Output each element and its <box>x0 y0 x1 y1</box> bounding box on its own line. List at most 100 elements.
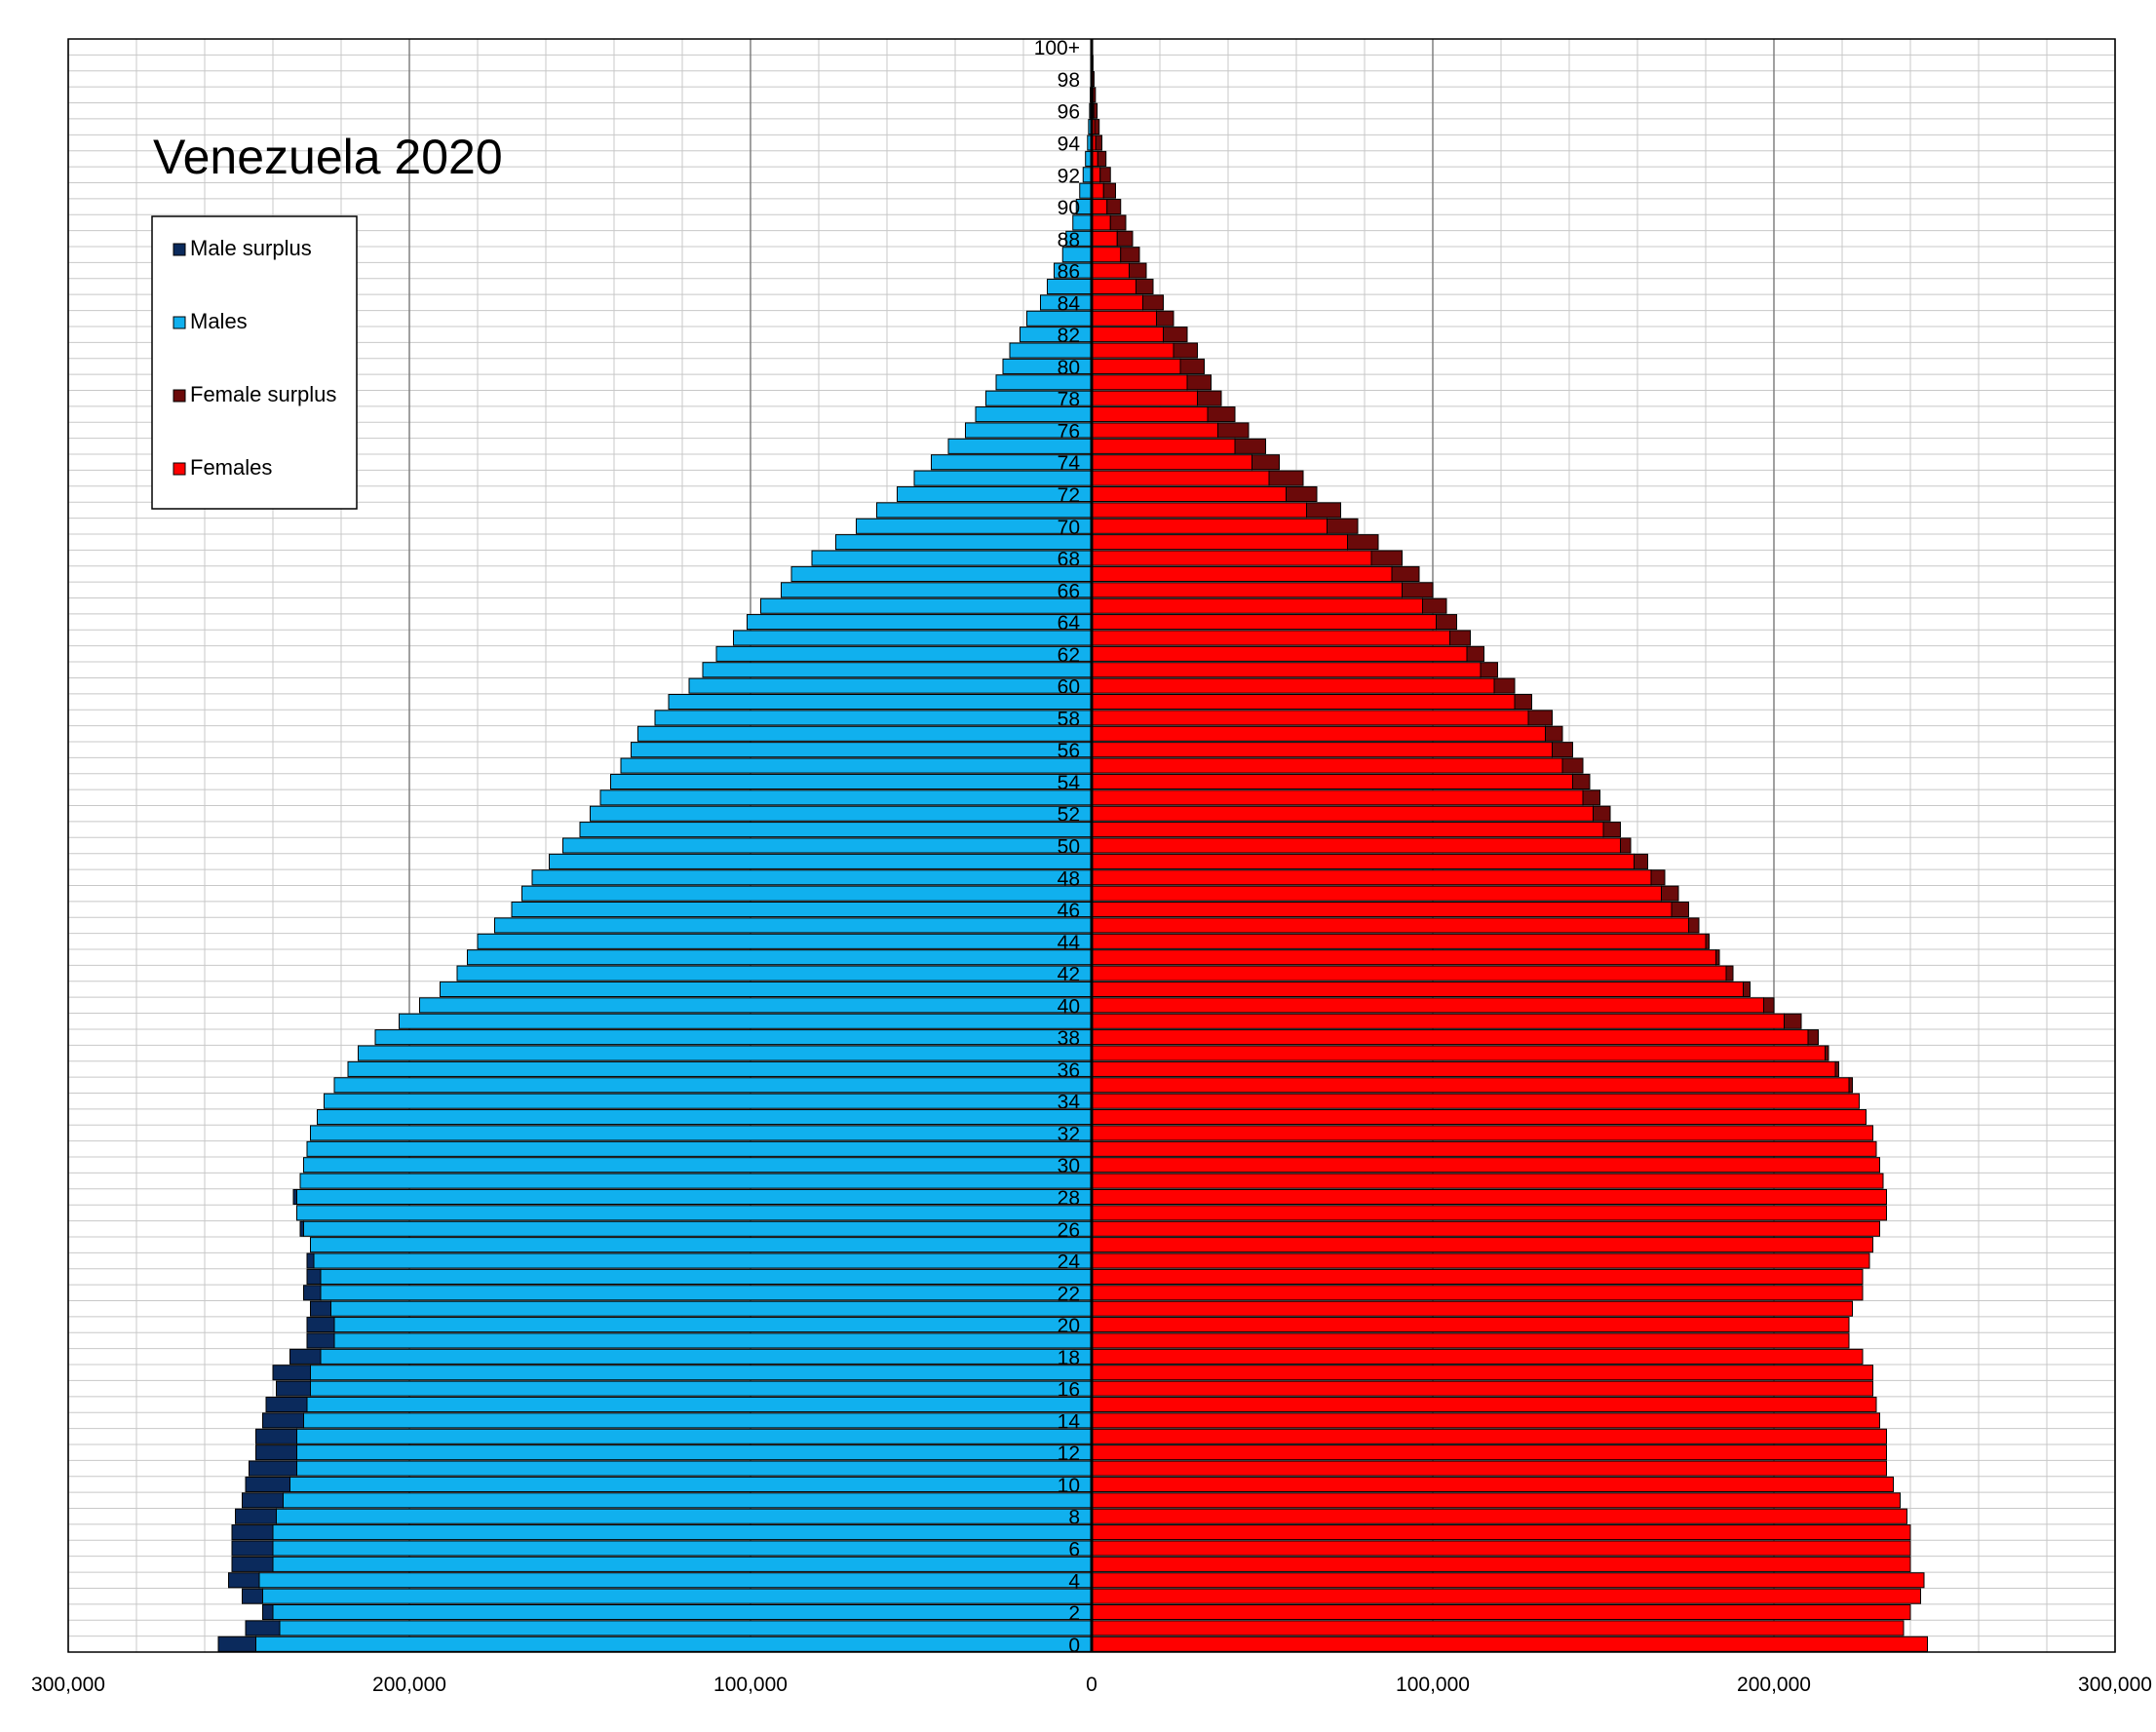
male-bar-age-65 <box>760 597 1093 614</box>
female-surplus-bar-age-65 <box>1422 597 1447 614</box>
female-bar-age-84 <box>1091 294 1143 311</box>
female-bar-age-74 <box>1091 454 1252 471</box>
male-bar-age-11 <box>296 1460 1093 1477</box>
x-tick-labels: 300,000 200,000 100,000 0 100,000 200,000 300,… <box>31 1674 2152 1696</box>
female-bar-age-2 <box>1091 1603 1911 1621</box>
legend-swatch <box>173 389 186 403</box>
male-bar-age-64 <box>747 614 1093 631</box>
male-surplus-bar-age-2 <box>262 1603 274 1621</box>
age-label: 58 <box>1058 708 1080 730</box>
male-bar-age-57 <box>637 725 1093 742</box>
male-bar-age-54 <box>610 773 1093 789</box>
female-surplus-bar-age-48 <box>1650 869 1666 886</box>
male-bar-age-41 <box>440 981 1093 998</box>
female-bar-age-46 <box>1091 902 1673 918</box>
x-tick-label: 300,000 <box>31 1674 105 1696</box>
male-bar-age-1 <box>279 1620 1093 1636</box>
female-bar-age-85 <box>1091 278 1136 295</box>
male-bar-age-3 <box>262 1588 1093 1604</box>
female-bar-age-63 <box>1091 630 1450 646</box>
female-bar-age-58 <box>1091 710 1529 726</box>
female-bar-age-43 <box>1091 949 1716 966</box>
age-label: 76 <box>1058 420 1080 443</box>
x-tick-label: 200,000 <box>1737 1674 1811 1696</box>
male-bar-age-4 <box>258 1572 1093 1589</box>
male-surplus-bar-age-6 <box>231 1540 274 1557</box>
age-label: 72 <box>1058 484 1080 507</box>
female-surplus-bar-age-63 <box>1449 630 1471 646</box>
female-surplus-bar-age-74 <box>1251 454 1280 471</box>
male-bar-age-24 <box>313 1252 1093 1269</box>
female-surplus-bar-age-72 <box>1286 485 1318 503</box>
male-bar-age-31 <box>306 1140 1093 1157</box>
female-bar-age-70 <box>1091 518 1328 534</box>
female-bar-age-3 <box>1091 1588 1921 1604</box>
female-bar-age-41 <box>1091 981 1744 998</box>
age-label: 18 <box>1058 1347 1080 1369</box>
female-bar-age-42 <box>1091 965 1727 981</box>
female-bar-age-14 <box>1091 1412 1880 1429</box>
female-surplus-bar-age-97 <box>1092 87 1097 103</box>
male-surplus-bar-age-4 <box>228 1572 260 1589</box>
male-bar-age-21 <box>330 1300 1093 1317</box>
age-label: 84 <box>1058 292 1081 315</box>
male-bar-age-26 <box>303 1220 1093 1237</box>
age-label: 48 <box>1058 867 1080 890</box>
male-surplus-bar-age-9 <box>242 1492 284 1509</box>
female-bar-age-57 <box>1091 725 1546 742</box>
age-label: 6 <box>1068 1538 1080 1560</box>
female-surplus-bar-age-93 <box>1097 150 1107 167</box>
age-label: 34 <box>1058 1092 1081 1114</box>
age-label: 30 <box>1058 1155 1080 1177</box>
male-bar-age-40 <box>419 997 1093 1014</box>
male-bar-age-2 <box>272 1603 1093 1621</box>
male-bar-age-36 <box>347 1060 1093 1077</box>
female-bar-age-28 <box>1091 1188 1887 1206</box>
male-bar-age-17 <box>310 1365 1093 1381</box>
female-bar-age-90 <box>1091 199 1108 215</box>
female-surplus-bar-age-77 <box>1207 406 1236 423</box>
female-bar-age-80 <box>1091 358 1181 374</box>
female-surplus-bar-age-62 <box>1466 645 1484 662</box>
female-surplus-bar-age-69 <box>1347 534 1379 551</box>
age-label: 98 <box>1058 69 1080 92</box>
male-surplus-bar-age-19 <box>306 1332 335 1349</box>
male-bar-age-16 <box>310 1380 1093 1397</box>
female-bar-age-61 <box>1091 662 1482 678</box>
age-label: 74 <box>1058 452 1081 475</box>
age-label: 32 <box>1058 1123 1080 1145</box>
female-bar-age-0 <box>1091 1636 1928 1652</box>
male-bar-age-59 <box>668 693 1093 711</box>
age-label: 82 <box>1058 325 1080 347</box>
female-bar-age-59 <box>1091 693 1516 711</box>
age-label: 20 <box>1058 1315 1080 1337</box>
female-bar-age-17 <box>1091 1365 1873 1381</box>
female-bar-age-67 <box>1091 565 1393 582</box>
male-bar-age-48 <box>531 869 1093 886</box>
female-bar-age-22 <box>1091 1285 1864 1301</box>
age-label: 12 <box>1058 1443 1080 1465</box>
female-surplus-bar-age-75 <box>1234 438 1266 454</box>
male-bar-age-38 <box>374 1029 1093 1046</box>
female-bar-age-60 <box>1091 677 1495 694</box>
legend-swatch <box>173 243 186 256</box>
female-bar-age-83 <box>1091 310 1157 327</box>
female-surplus-bar-age-86 <box>1129 262 1147 279</box>
legend-label: Male surplus <box>190 236 312 260</box>
female-bar-age-34 <box>1091 1093 1860 1109</box>
male-bar-age-58 <box>654 710 1093 726</box>
female-bar-age-75 <box>1091 438 1236 454</box>
male-bar-age-5 <box>272 1556 1093 1572</box>
female-bar-age-1 <box>1091 1620 1905 1636</box>
female-bar-age-48 <box>1091 869 1652 886</box>
age-label: 68 <box>1058 549 1080 571</box>
male-surplus-bar-age-15 <box>265 1396 308 1413</box>
female-bar-age-66 <box>1091 582 1403 598</box>
male-surplus-bar-age-1 <box>245 1620 281 1636</box>
female-surplus-bar-age-56 <box>1552 742 1573 758</box>
age-label: 96 <box>1058 101 1080 124</box>
female-surplus-bar-age-80 <box>1179 358 1205 374</box>
female-surplus-bar-age-83 <box>1156 310 1174 327</box>
age-label: 26 <box>1058 1219 1080 1242</box>
female-bar-age-81 <box>1091 342 1174 359</box>
